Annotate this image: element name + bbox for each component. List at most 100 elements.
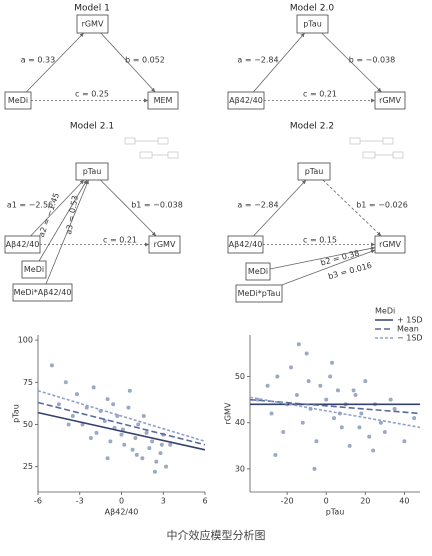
path-coefficient: c = 0.15 <box>303 236 337 245</box>
data-point <box>168 442 173 447</box>
node-box <box>147 91 179 110</box>
y-tick-label: 50 <box>23 420 33 429</box>
data-point <box>402 439 407 444</box>
data-point <box>324 397 329 402</box>
path-coefficient: a1 = −2.56 <box>7 201 53 210</box>
data-point <box>56 402 61 407</box>
node-label: Aβ42/40 <box>229 96 263 105</box>
path-arrow <box>322 179 382 237</box>
path-coefficient: b = −0.038 <box>349 56 395 65</box>
data-point <box>351 388 356 393</box>
data-point <box>269 411 274 416</box>
data-point <box>150 439 155 444</box>
data-point <box>273 453 278 458</box>
node-label: Aβ42/40 <box>229 240 263 249</box>
x-tick-label: 20 <box>360 497 370 506</box>
regression-line <box>249 396 421 429</box>
regression-line <box>249 398 421 415</box>
x-axis-label: Aβ42/40 <box>105 508 139 517</box>
path-arrow <box>100 179 157 237</box>
data-point <box>392 406 397 411</box>
node-box <box>374 91 406 110</box>
scatter-chart: 30 40 50 -20 0 20 40 pTau rGMV <box>224 335 421 517</box>
data-point <box>127 388 132 393</box>
data-point <box>141 414 146 419</box>
node-label: rGMV <box>379 240 401 249</box>
node-box <box>4 235 41 254</box>
path-arrow <box>100 32 156 93</box>
data-point <box>275 374 280 379</box>
data-point <box>318 383 323 388</box>
regression-line <box>37 389 206 443</box>
node-box <box>12 283 73 302</box>
y-tick-label: 50 <box>235 372 245 381</box>
data-point <box>300 420 305 425</box>
node-box <box>374 235 406 254</box>
data-point <box>412 416 417 421</box>
x-axis-label: pTau <box>326 508 345 517</box>
data-point <box>294 393 299 398</box>
data-point <box>147 446 152 451</box>
y-tick-label: 30 <box>235 464 245 473</box>
y-tick-label: 100 <box>18 336 33 345</box>
node-label: pTau <box>83 167 102 176</box>
data-point <box>91 385 96 390</box>
node-box <box>227 91 265 110</box>
x-tick-label: 3 <box>161 497 166 506</box>
node-label: pTau <box>303 20 322 29</box>
diagram-title: Model 2.0 <box>290 4 334 14</box>
data-point <box>357 425 362 430</box>
data-point <box>281 429 286 434</box>
data-point <box>347 443 352 448</box>
node-label: MeDi <box>248 267 268 276</box>
legend-label: Mean <box>397 325 419 334</box>
x-tick-label: -6 <box>34 497 42 506</box>
regression-line <box>37 401 206 446</box>
data-point <box>306 379 311 384</box>
path-arrow <box>25 32 85 93</box>
y-tick-label: 75 <box>23 378 33 387</box>
y-axis-label: pTau <box>12 404 21 423</box>
data-point <box>49 363 54 368</box>
node-box <box>76 14 109 34</box>
mediation-diagram: Model 2.1 pTau Aβ42/40 rGMV MeDi MeDi*Aβ42/40… <box>4 122 183 302</box>
path-arrow <box>30 179 85 237</box>
data-point <box>367 434 372 439</box>
path-coefficient: c = 0.21 <box>303 90 337 99</box>
path-coefficient: b1 = −0.038 <box>131 201 183 210</box>
data-point <box>363 379 368 384</box>
regression-line <box>37 411 206 451</box>
node-box <box>21 260 47 279</box>
data-point <box>371 448 376 453</box>
data-point <box>144 430 149 435</box>
data-point <box>105 456 110 461</box>
x-tick-label: 6 <box>202 497 207 506</box>
data-point <box>152 469 157 474</box>
node-label: rGMV <box>82 20 104 29</box>
data-point <box>388 397 393 402</box>
path-arrow <box>253 179 307 237</box>
node-label: MEM <box>154 96 173 105</box>
path-coefficient: b1 = −0.026 <box>356 201 408 210</box>
data-point <box>159 442 164 447</box>
data-point <box>102 419 107 424</box>
data-point <box>70 414 75 419</box>
data-point <box>265 383 270 388</box>
y-axis-label: rGMV <box>224 402 233 424</box>
path-arrow <box>253 32 305 93</box>
data-point <box>119 432 124 437</box>
legend-label: − 1SD <box>397 334 423 343</box>
x-tick-label: 40 <box>399 497 409 506</box>
path-coefficient: a = 0.33 <box>21 56 56 65</box>
node-box <box>235 284 283 303</box>
x-tick-label: -20 <box>281 497 294 506</box>
data-point <box>122 442 127 447</box>
mediation-diagram: Model 1 rGMV MeDi MEM a = 0.33 b = 0.052 c = 0… <box>4 4 179 110</box>
node-label: MeDi*Aβ42/40 <box>14 288 72 297</box>
diagram-title: Model 1 <box>74 4 110 14</box>
data-point <box>158 451 163 456</box>
mediation-diagram: Model 2.0 pTau Aβ42/40 rGMV a = −2.84 b = −0.… <box>227 4 406 110</box>
